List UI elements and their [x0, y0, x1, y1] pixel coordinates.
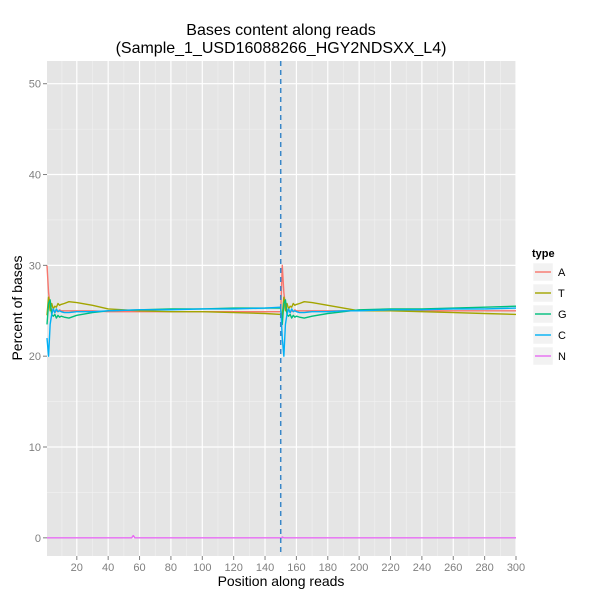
y-axis-label: Percent of bases: [9, 255, 25, 360]
x-tick-label: 60: [133, 562, 145, 574]
y-tick-label: 20: [29, 351, 41, 363]
x-tick-label: 120: [224, 562, 242, 574]
legend-label-N: N: [558, 351, 566, 363]
x-tick-label: 300: [507, 562, 525, 574]
x-tick-label: 280: [475, 562, 493, 574]
x-axis-ticks: 20 40 60 80 100 120 140 160 180 200 220 240 260 280 30…: [71, 556, 525, 574]
x-axis-label: Position along reads: [218, 573, 345, 589]
legend-label-A: A: [558, 267, 566, 279]
x-tick-label: 180: [319, 562, 337, 574]
x-tick-label: 220: [381, 562, 399, 574]
legend-label-T: T: [558, 288, 565, 300]
y-tick-label: 30: [29, 260, 41, 272]
chart-title-line1: Bases content along reads: [186, 22, 375, 39]
legend-label-G: G: [558, 309, 567, 321]
y-tick-label: 10: [29, 442, 41, 454]
x-tick-label: 100: [193, 562, 211, 574]
x-tick-label: 80: [165, 562, 177, 574]
x-tick-label: 160: [287, 562, 305, 574]
legend-title: type: [532, 248, 555, 260]
x-tick-label: 260: [444, 562, 462, 574]
x-tick-label: 20: [71, 562, 83, 574]
y-tick-label: 40: [29, 170, 41, 182]
x-tick-label: 200: [350, 562, 368, 574]
series-layer: [46, 264, 517, 539]
series-line-N: [47, 534, 516, 539]
legend-label-C: C: [558, 330, 566, 342]
y-tick-label: 0: [35, 533, 41, 545]
y-axis-ticks: 0 10 20 30 40 50: [29, 79, 47, 545]
x-tick-label: 240: [413, 562, 431, 574]
series-line-C: [46, 306, 517, 357]
x-tick-label: 140: [256, 562, 274, 574]
x-tick-label: 40: [102, 562, 114, 574]
y-tick-label: 50: [29, 79, 41, 91]
chart-title-line2: (Sample_1_USD16088266_HGY2NDSXX_L4): [116, 40, 447, 57]
